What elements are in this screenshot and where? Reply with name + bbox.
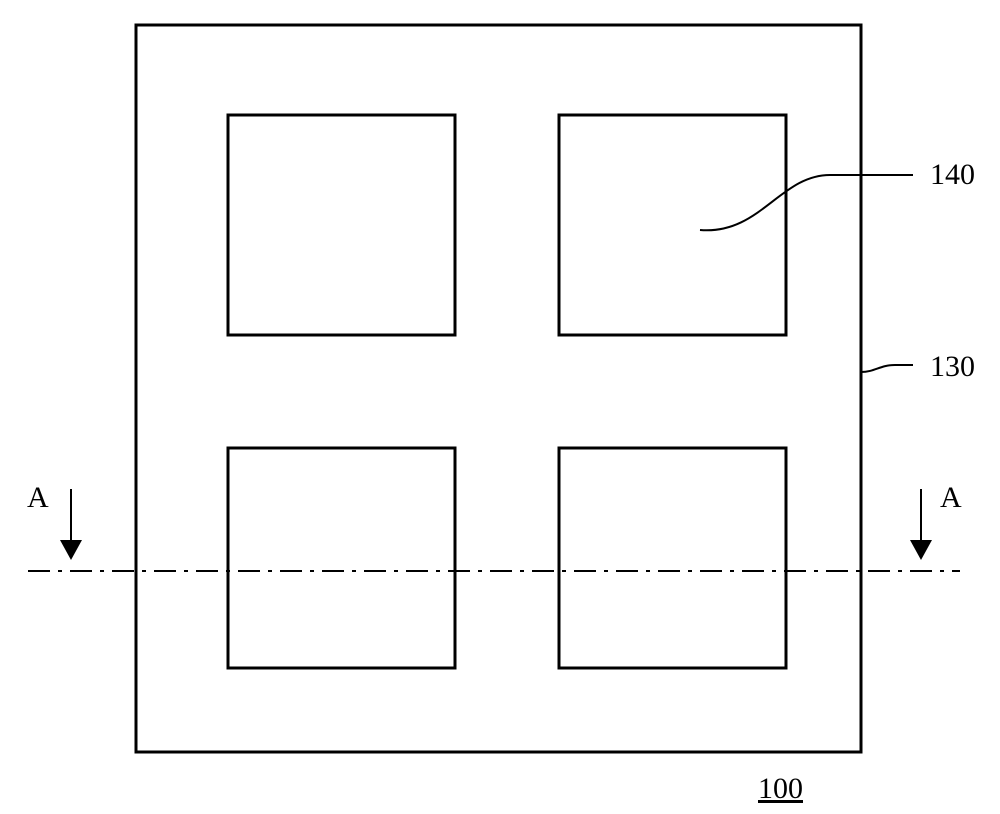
section-label-left: A	[27, 481, 49, 515]
inner-square-bottom-right	[559, 448, 786, 668]
inner-square-top-left	[228, 115, 455, 335]
ref-label-130: 130	[930, 350, 975, 384]
figure-number: 100	[758, 772, 803, 806]
inner-square-top-right	[559, 115, 786, 335]
section-label-right: A	[940, 481, 962, 515]
outer-box	[136, 25, 861, 752]
inner-square-bottom-left	[228, 448, 455, 668]
ref-label-140: 140	[930, 158, 975, 192]
section-arrow-left	[60, 489, 82, 560]
leader-130	[861, 365, 913, 372]
leader-140	[700, 175, 913, 230]
technical-diagram	[0, 0, 1000, 814]
section-arrow-right	[910, 489, 932, 560]
